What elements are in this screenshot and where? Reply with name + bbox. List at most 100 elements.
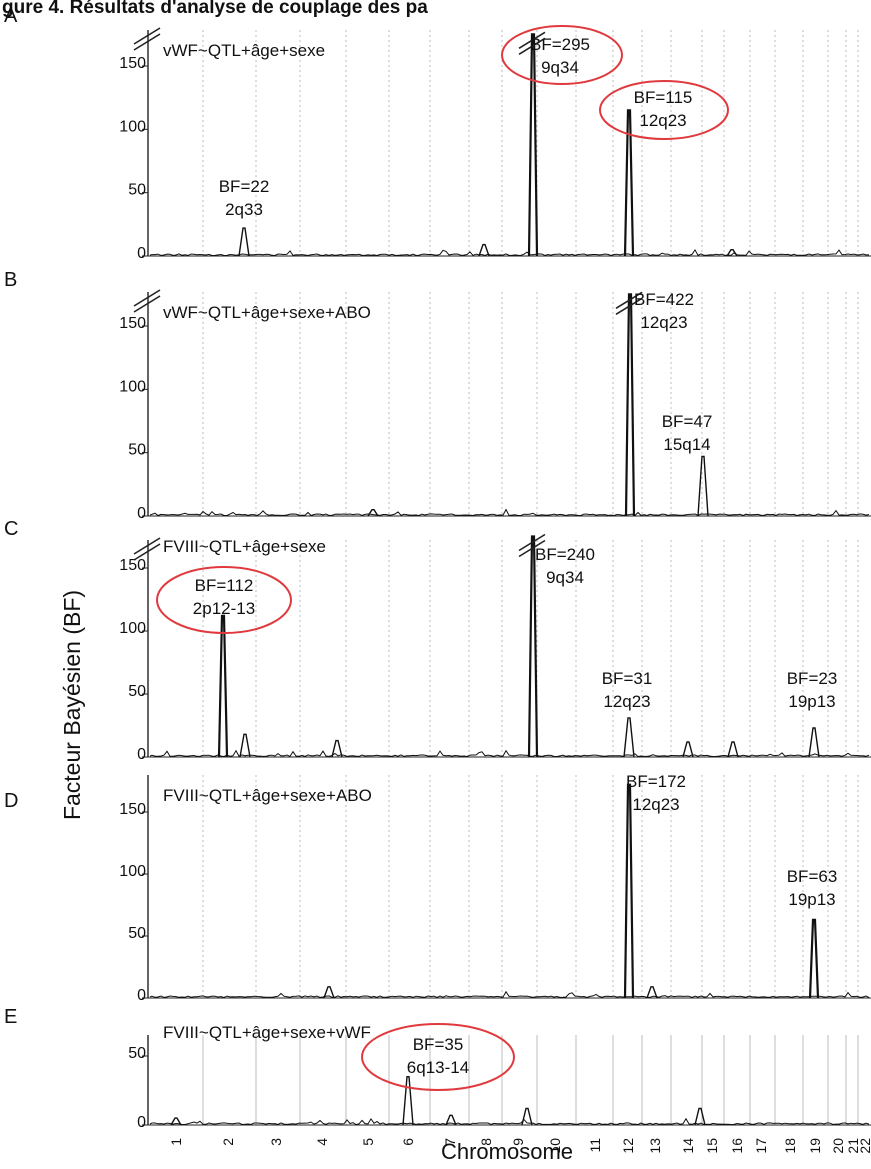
chromosome-tick-label: 18 <box>782 1138 798 1154</box>
highlight-circle <box>501 25 623 85</box>
model-label: FVIII~QTL+âge+sexe+vWF <box>163 1023 371 1042</box>
baseline-trace <box>149 1117 870 1126</box>
peak <box>808 918 820 999</box>
y-axis-label: Facteur Bayésien (BF) <box>59 590 85 820</box>
peak-locus-label: 12q23 <box>639 111 686 130</box>
peak-locus-label: 12q23 <box>640 313 687 332</box>
peak-bf-label: BF=240 <box>535 545 595 564</box>
model-label: FVIII~QTL+âge+sexe+ABO <box>163 786 372 805</box>
peak <box>521 1107 533 1126</box>
x-axis-label: Chromosome <box>441 1139 573 1164</box>
peak <box>170 1117 182 1126</box>
peak <box>527 535 539 758</box>
y-tick-label: 100 <box>119 118 146 135</box>
chromosome-tick-label: 12 <box>620 1138 636 1154</box>
peak <box>694 1107 706 1126</box>
panel-e: E 0 50 FVIII~QTL+âge+sexe+vWF BF=35 6q13-14 <box>4 1006 871 1131</box>
y-tick-label: 150 <box>119 315 146 332</box>
peak-break-mark <box>518 533 546 552</box>
chromosome-tick-label: 21 <box>845 1138 861 1154</box>
peak-bf-label: BF=35 <box>413 1035 464 1054</box>
peak <box>402 1076 414 1126</box>
peak-bf-label: BF=422 <box>634 290 694 309</box>
peak <box>623 783 635 999</box>
y-tick-label: 150 <box>119 55 146 72</box>
peak-locus-label: 2p12-13 <box>193 599 255 618</box>
peak <box>527 33 539 257</box>
peak <box>623 717 635 758</box>
y-tick-label: 0 <box>137 505 146 522</box>
peak-bf-label: BF=115 <box>634 88 693 107</box>
chromosome-tick-label: 6 <box>400 1138 416 1146</box>
peak <box>239 733 251 758</box>
panel-a: A 0 50 100 150 vWF~QTL+âge+sexe BF=22 2q33 BF=29… <box>4 5 871 262</box>
y-tick-label: 100 <box>119 863 146 880</box>
panel-letter: D <box>4 790 18 812</box>
peak-bf-label: BF=47 <box>662 412 713 431</box>
peak <box>726 249 738 257</box>
chromosome-tick-label: 16 <box>729 1138 745 1154</box>
chromosome-tick-label: 4 <box>314 1138 330 1146</box>
panel-letter: C <box>4 518 18 540</box>
peak-locus-label: 12q23 <box>632 795 679 814</box>
peak-locus-label: 12q23 <box>603 692 650 711</box>
peak-locus-label: 19p13 <box>788 692 835 711</box>
peak-locus-label: 15q14 <box>663 435 710 454</box>
peak-locus-label: 19p13 <box>788 890 835 909</box>
axis-break-mark <box>133 537 161 555</box>
peak <box>697 455 709 517</box>
peak-bf-label: BF=31 <box>602 669 653 688</box>
axis-break-mark <box>133 289 161 307</box>
y-tick-label: 100 <box>119 378 146 395</box>
chromosome-tick-label: 17 <box>753 1138 769 1154</box>
axis-break-mark <box>133 543 161 561</box>
peak-bf-label: BF=295 <box>530 35 590 54</box>
baseline-trace <box>149 749 870 758</box>
axis-break-mark <box>133 27 161 45</box>
peak <box>478 243 490 257</box>
peak <box>217 614 229 758</box>
peak <box>808 727 820 758</box>
chromosome-tick-label: 20 <box>830 1138 846 1154</box>
y-tick-label: 50 <box>128 925 146 942</box>
chromosome-tick-label: 8 <box>478 1138 494 1146</box>
peak-locus-label: 9q34 <box>546 568 584 587</box>
peak <box>323 986 335 999</box>
chromosome-tick-label: 13 <box>647 1138 663 1154</box>
highlight-circle <box>361 1023 515 1091</box>
figure-title-fragment: gure 4. Résultats d'analyse de couplage … <box>2 0 428 18</box>
chromosome-tick-label: 5 <box>360 1138 376 1146</box>
peak-locus-label: 2q33 <box>225 200 263 219</box>
peak <box>682 741 694 758</box>
peak-break-mark <box>518 37 546 56</box>
y-tick-label: 50 <box>128 683 146 700</box>
chromosome-tick-label: 11 <box>587 1138 603 1153</box>
panel-c: C 0 50 100 150 FVIII~QTL+âge+sexe BF=112 2p12-1… <box>4 518 871 763</box>
peak-locus-label: 9q34 <box>541 58 579 77</box>
y-tick-label: 50 <box>128 1045 146 1062</box>
chromosome-tick-label: 10 <box>547 1138 563 1154</box>
chromosome-tick-label: 2 <box>220 1138 236 1146</box>
chromosome-tick-label: 9 <box>510 1138 526 1146</box>
peak <box>624 293 636 517</box>
peak-bf-label: BF=23 <box>787 669 838 688</box>
y-tick-label: 50 <box>128 442 146 459</box>
panel-letter: E <box>4 1006 17 1028</box>
chromosome-tick-label: 14 <box>680 1138 696 1154</box>
panels: A 0 50 100 150 vWF~QTL+âge+sexe BF=22 2q33 BF=29… <box>4 5 871 1131</box>
peak-break-mark <box>615 291 643 310</box>
panel-d: D 0 50 100 150 FVIII~QTL+âge+sexe+ABO BF=172 12… <box>4 772 871 1004</box>
baseline-trace <box>149 508 870 517</box>
peak-bf-label: BF=22 <box>219 177 270 196</box>
y-tick-label: 150 <box>119 801 146 818</box>
baseline-trace <box>149 990 870 999</box>
peak-bf-label: BF=172 <box>626 772 686 791</box>
panel-letter: A <box>4 5 18 27</box>
y-tick-label: 50 <box>128 182 146 199</box>
y-tick-label: 150 <box>119 557 146 574</box>
y-tick-label: 0 <box>137 1114 146 1131</box>
highlight-circle <box>156 566 292 634</box>
chromosome-tick-label: 22 <box>857 1138 871 1154</box>
y-tick-label: 100 <box>119 620 146 637</box>
